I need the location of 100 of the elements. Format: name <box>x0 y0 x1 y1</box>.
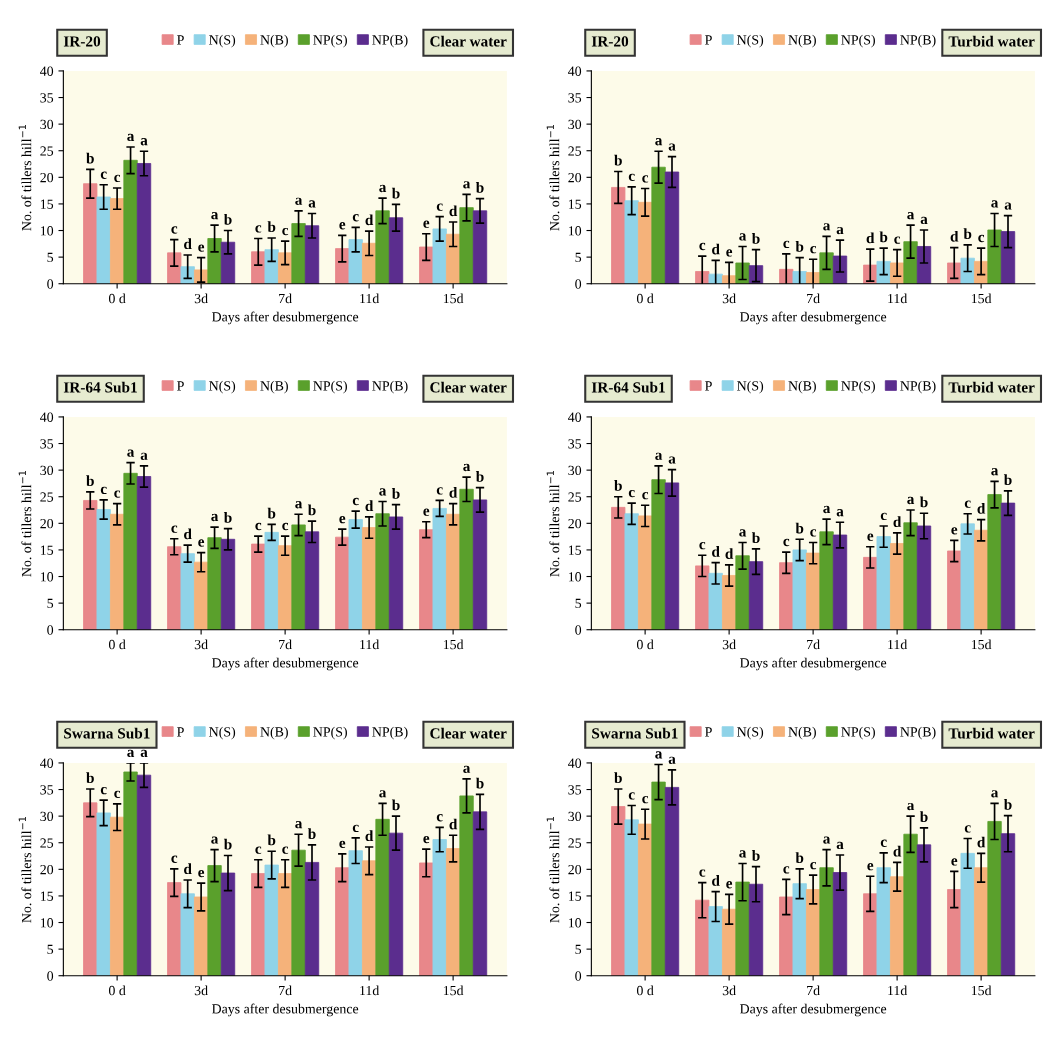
x-tick-label: 11d <box>888 639 908 650</box>
bar <box>83 500 98 630</box>
y-tick-label: 0 <box>575 625 582 635</box>
y-tick-label: 25 <box>568 492 582 502</box>
data-label: c <box>628 792 635 800</box>
y-tick-label: 5 <box>575 252 582 263</box>
data-label: b <box>267 507 276 519</box>
legend-label: P <box>177 35 184 45</box>
bar <box>748 561 764 630</box>
x-tick-label: 3d <box>194 639 208 650</box>
legend-label: N(S) <box>737 380 764 394</box>
data-label: a <box>127 449 135 457</box>
y-tick-label: 0 <box>47 971 54 981</box>
data-label: a <box>140 452 148 460</box>
x-axis-title: Days after desubmergence <box>211 1003 359 1017</box>
data-label: a <box>211 212 219 220</box>
bar <box>889 876 905 976</box>
bar <box>220 872 236 976</box>
y-tick-label: 35 <box>40 439 54 449</box>
data-label: c <box>810 246 817 254</box>
data-label: a <box>295 197 303 205</box>
data-label: a <box>655 751 663 759</box>
data-label: c <box>114 490 121 498</box>
data-label: b <box>391 187 400 199</box>
bar <box>167 252 182 284</box>
bar <box>419 529 434 630</box>
data-label: d <box>950 230 959 242</box>
data-label: c <box>699 869 706 877</box>
data-label: e <box>423 508 430 516</box>
bar <box>472 499 488 630</box>
data-label: c <box>436 487 443 495</box>
data-label: b <box>307 828 316 839</box>
bar <box>388 832 404 976</box>
data-label: e <box>951 527 958 535</box>
chart-subtitle: Turbid water <box>948 35 1035 47</box>
data-label: c <box>171 855 178 863</box>
bar <box>792 549 807 630</box>
bar <box>432 508 447 630</box>
data-label: c <box>810 529 817 537</box>
bar <box>664 171 680 284</box>
data-label: b <box>963 228 972 239</box>
data-label: e <box>423 835 430 844</box>
bar <box>361 860 377 976</box>
x-tick-label: 15d <box>443 293 464 304</box>
y-tick-label: 5 <box>47 252 54 263</box>
data-label: a <box>907 496 915 505</box>
data-label: c <box>436 203 443 211</box>
bar <box>419 862 434 976</box>
bar <box>348 519 363 630</box>
bar <box>335 867 350 976</box>
bar <box>348 239 363 284</box>
bar <box>1000 231 1016 284</box>
data-label: b <box>1003 474 1012 485</box>
bar <box>832 534 848 630</box>
data-label: e <box>951 858 958 866</box>
y-tick-label: 40 <box>40 758 54 768</box>
data-label: c <box>880 512 887 521</box>
y-tick-label: 30 <box>568 465 582 476</box>
data-label: b <box>879 231 888 243</box>
y-tick-label: 20 <box>568 518 582 529</box>
y-axis-title: No. of tillers hill$^{−1}$ <box>18 470 32 577</box>
y-tick-label: 30 <box>568 119 582 130</box>
y-tick-label: 15 <box>40 545 54 555</box>
x-tick-label: 3d <box>722 293 736 304</box>
data-label: a <box>836 841 844 850</box>
x-tick-label: 7d <box>279 985 292 996</box>
bar <box>375 818 390 976</box>
y-tick-label: 25 <box>40 146 54 156</box>
data-label: c <box>436 814 443 822</box>
legend-label: NP(S) <box>313 380 347 394</box>
data-label: c <box>100 786 107 795</box>
bar <box>651 166 666 284</box>
bar <box>637 201 653 284</box>
legend-label: NP(S) <box>841 34 875 48</box>
y-tick-label: 15 <box>40 891 54 901</box>
data-label: d <box>712 243 720 255</box>
data-label: d <box>365 214 374 226</box>
x-tick-label: 0 d <box>108 985 126 996</box>
data-label: a <box>836 226 844 235</box>
x-tick-label: 0 d <box>636 293 654 304</box>
data-label: e <box>198 244 205 252</box>
x-tick-label: 11d <box>360 985 380 996</box>
x-tick-label: 15d <box>971 639 992 650</box>
data-label: c <box>642 492 649 500</box>
bar <box>960 523 975 630</box>
y-tick-label: 25 <box>568 146 582 156</box>
bar <box>1000 502 1016 630</box>
data-label: b <box>919 496 928 508</box>
bar <box>916 525 932 630</box>
data-label: c <box>978 234 985 243</box>
y-tick-label: 10 <box>40 918 54 928</box>
bar <box>611 187 626 284</box>
x-tick-label: 11d <box>360 293 380 304</box>
bar <box>264 864 279 976</box>
data-label: c <box>642 175 649 183</box>
bar <box>251 873 266 976</box>
data-label: a <box>907 212 915 220</box>
data-label: c <box>255 846 262 854</box>
x-tick-label: 0 d <box>108 293 126 304</box>
bar <box>624 200 639 284</box>
